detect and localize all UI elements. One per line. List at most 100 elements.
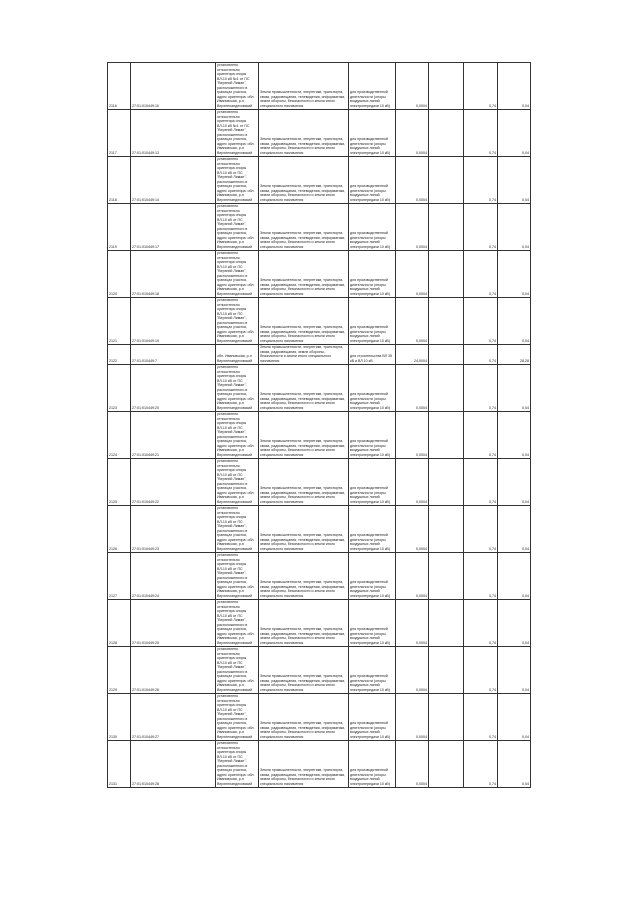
table-row: 2120 27:01:010449:18 установлено относител… [107,250,531,298]
empty-cell [428,203,464,251]
permitted-use: для строительства ВЛ 35 кВ и ВЛ 10 кВ [348,344,396,365]
cadastral-number: 27:01:010449:22 [130,458,216,506]
cadastral-number: 27:01:010449:17 [130,203,216,251]
location: установлено относительно ориентира опоры… [215,599,259,647]
empty-cell [428,693,464,741]
permitted-use: для производственной деятельности (опоры… [348,203,396,251]
value-b: 0,04 [497,250,531,298]
value-a: 0,74 [463,458,498,506]
permitted-use: для производственной деятельности (опоры… [348,250,396,298]
value-a: 0,74 [463,411,498,459]
value-a: 0,74 [463,740,498,788]
empty-cell [428,740,464,788]
table-row: 2117 27:01:010449:13 установлено относител… [107,109,531,157]
value-a: 0,74 [463,109,498,157]
table-row: 2127 27:01:010449:24 установлено относител… [107,552,531,600]
area: 24,0004 [395,344,429,365]
land-category: Земли промышленности, энергетики, трансп… [258,599,349,647]
table-row: 2122 27:01:010449:7 обл. Ивановская, р-н В… [107,344,531,365]
value-a: 0,74 [463,364,498,412]
cadastral-number: 27:01:010449:10 [130,62,216,110]
table-row: 2121 27:01:010449:19 установлено относител… [107,297,531,345]
row-number: 2119 [107,203,131,251]
row-number: 2122 [107,344,131,365]
table-row: 2131 27:01:010449:28 установлено относител… [107,740,531,788]
land-category: Земли промышленности, энергетики, трансп… [258,297,349,345]
cadastral-number: 27:01:010449:28 [130,740,216,788]
location: установлено относительно ориентира опоры… [215,203,259,251]
permitted-use: для производственной деятельности (опоры… [348,62,396,110]
value-b: 0,04 [497,411,531,459]
value-a: 0,74 [463,505,498,553]
permitted-use: для производственной деятельности (опоры… [348,297,396,345]
permitted-use: для производственной деятельности (опоры… [348,599,396,647]
table-row: 2116 27:01:010449:10 установлено относител… [107,62,531,110]
location: установлено относительно ориентира опоры… [215,693,259,741]
permitted-use: для производственной деятельности (опоры… [348,646,396,694]
value-b: 0,04 [497,458,531,506]
area: 0,0004 [395,646,429,694]
permitted-use: для производственной деятельности (опоры… [348,156,396,204]
land-category: Земли промышленности, энергетики, трансп… [258,740,349,788]
empty-cell [428,646,464,694]
location: установлено относительно ориентира опоры… [215,505,259,553]
location: установлено относительно ориентира опоры… [215,740,259,788]
cadastral-number: 27:01:010449:26 [130,646,216,694]
value-b: 0,04 [497,364,531,412]
area: 0,0004 [395,364,429,412]
row-number: 2131 [107,740,131,788]
location: установлено относительно ориентира опоры… [215,297,259,345]
land-category: Земли промышленности, энергетики, трансп… [258,109,349,157]
value-b: 0,04 [497,62,531,110]
land-category: Земли промышленности, энергетики, трансп… [258,411,349,459]
row-number: 2126 [107,505,131,553]
cadastral-number: 27:01:010449:13 [130,109,216,157]
permitted-use: для производственной деятельности (опоры… [348,411,396,459]
cadastral-number: 27:01:010449:25 [130,599,216,647]
permitted-use: для производственной деятельности (опоры… [348,109,396,157]
table-row: 2119 27:01:010449:17 установлено относител… [107,203,531,251]
area: 0,0004 [395,297,429,345]
cadastral-number: 27:01:010449:24 [130,552,216,600]
location: установлено относительно ориентира опоры… [215,458,259,506]
row-number: 2127 [107,552,131,600]
land-table: 2116 27:01:010449:10 установлено относител… [107,62,531,788]
area: 0,0004 [395,458,429,506]
value-b: 0,04 [497,203,531,251]
empty-cell [428,250,464,298]
area: 0,0004 [395,505,429,553]
location: установлено относительно ориентира опоры… [215,156,259,204]
area: 0,0004 [395,599,429,647]
row-number: 2124 [107,411,131,459]
empty-cell [428,344,464,365]
value-b: 0,04 [497,740,531,788]
value-b: 0,04 [497,297,531,345]
land-category: Земли промышленности, энергетики, трансп… [258,156,349,204]
empty-cell [428,297,464,345]
table-row: 2130 27:01:010449:27 установлено относител… [107,693,531,741]
cadastral-number: 27:01:010449:18 [130,250,216,298]
location: установлено относительно ориентира опоры… [215,411,259,459]
location: установлено относительно ориентира опоры… [215,552,259,600]
table-row: 2118 27:01:010449:14 установлено относител… [107,156,531,204]
permitted-use: для производственной деятельности (опоры… [348,552,396,600]
land-category: Земли промышленности, энергетики, трансп… [258,693,349,741]
empty-cell [428,364,464,412]
value-b: 28,28 [497,344,531,365]
area: 0,0004 [395,250,429,298]
location: установлено относительно ориентира опоры… [215,109,259,157]
value-b: 0,04 [497,552,531,600]
land-category: Земли промышленности, энергетики, трансп… [258,344,349,365]
empty-cell [428,552,464,600]
row-number: 2128 [107,599,131,647]
value-a: 0,74 [463,344,498,365]
land-category: Земли промышленности, энергетики, трансп… [258,646,349,694]
location: установлено относительно ориентира опоры… [215,62,259,110]
value-b: 0,04 [497,109,531,157]
value-a: 0,74 [463,693,498,741]
area: 0,0004 [395,740,429,788]
value-a: 0,74 [463,203,498,251]
permitted-use: для производственной деятельности (опоры… [348,505,396,553]
area: 0,0004 [395,693,429,741]
table-row: 2128 27:01:010449:25 установлено относител… [107,599,531,647]
